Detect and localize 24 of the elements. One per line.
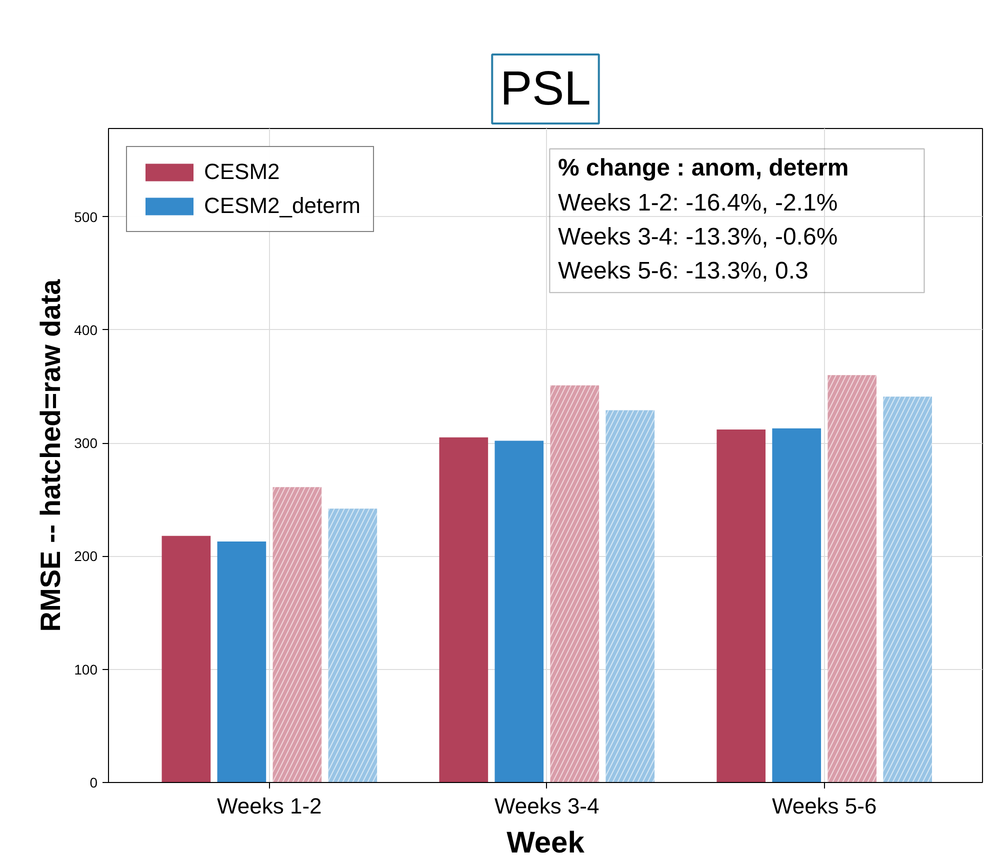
- y-tick-label: 200: [74, 548, 98, 564]
- annotation: % change : anom, determ: [558, 154, 849, 182]
- x-tick-label: Weeks 5-6: [772, 794, 877, 818]
- annotation: Weeks 3-4: -13.3%, -0.6%: [558, 224, 838, 251]
- y-tick-label: 0: [90, 774, 98, 790]
- bar: [494, 440, 544, 782]
- y-tick-label: 300: [74, 435, 98, 452]
- bar: [716, 429, 766, 782]
- x-axis-title: Week: [506, 826, 585, 860]
- annotation: Weeks 1-2: -16.4%, -2.1%: [558, 190, 838, 217]
- x-tick-label: Weeks 1-2: [217, 794, 322, 818]
- legend-label: CESM2_determ: [204, 193, 361, 219]
- y-tick-label: 400: [74, 322, 98, 338]
- x-tick-label: Weeks 3-4: [494, 794, 600, 818]
- y-axis-title: RMSE -- hatched=raw data: [35, 278, 66, 632]
- bar: [217, 541, 266, 782]
- y-tick-label: 100: [74, 661, 98, 678]
- bar: [439, 437, 488, 782]
- bar: [772, 428, 822, 782]
- annotation: Weeks 5-6: -13.3%, 0.3: [558, 258, 808, 285]
- bar: [162, 536, 211, 782]
- y-tick-label: 500: [74, 208, 98, 225]
- legend-label: CESM2: [204, 159, 280, 185]
- chart-title: PSL: [500, 62, 591, 116]
